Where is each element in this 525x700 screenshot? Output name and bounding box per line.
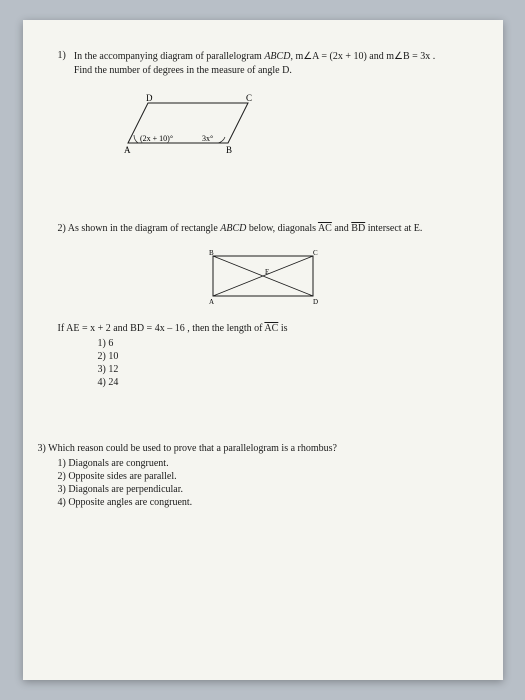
problem-3: 3) Which reason could be used to prove t… (38, 443, 468, 508)
q2-sub-ac: AC (264, 323, 278, 334)
q2-and: and (332, 223, 351, 234)
q3-option-1: 1) Diagonals are congruent. (58, 458, 468, 469)
q2-option-4: 4) 24 (98, 377, 468, 388)
rect-E: E (265, 268, 269, 276)
label-A: A (124, 145, 131, 155)
parallelogram-diagram: D C A B (2x + 10)° 3x° (118, 93, 468, 168)
q2-bd: BD (351, 223, 365, 234)
q3-text: Which reason could be used to prove that… (48, 443, 337, 454)
q2-p3: intersect at E. (365, 223, 422, 234)
q2-ac: AC (318, 223, 332, 234)
rect-C: C (313, 249, 318, 257)
problem-1-header: 1) In the accompanying diagram of parall… (58, 50, 468, 78)
angle-B-label: 3x° (202, 134, 213, 143)
problem-2-number: 2) (58, 223, 66, 234)
label-C: C (246, 93, 252, 103)
q3-option-4: 4) Opposite angles are congruent. (58, 497, 468, 508)
rect-B: B (209, 249, 214, 257)
label-B: B (226, 145, 232, 155)
q1-text-p2: , m∠A = (2x + 10) and m∠B = 3x . (290, 51, 435, 62)
q2-abcd: ABCD (220, 223, 246, 234)
q3-options: 1) Diagonals are congruent. 2) Opposite … (58, 458, 468, 508)
problem-2: 2) As shown in the diagram of rectangle … (58, 223, 468, 388)
q2-subtext: If AE = x + 2 and BD = 4x – 16 , then th… (58, 323, 468, 334)
problem-2-text: 2) As shown in the diagram of rectangle … (58, 223, 468, 234)
problem-3-number: 3) (38, 443, 46, 454)
q2-sub-p1: If AE = x + 2 and BD = 4x – 16 , then th… (58, 323, 265, 334)
q2-p1: As shown in the diagram of rectangle (68, 223, 220, 234)
q3-option-2: 2) Opposite sides are parallel. (58, 471, 468, 482)
angle-A-label: (2x + 10)° (140, 134, 173, 143)
problem-1-text: In the accompanying diagram of parallelo… (74, 50, 435, 78)
rect-D: D (313, 298, 318, 306)
worksheet-page: 1) In the accompanying diagram of parall… (23, 20, 503, 680)
label-D: D (146, 93, 153, 103)
problem-1-number: 1) (58, 50, 66, 78)
rect-A: A (209, 298, 214, 306)
parallelogram-svg: D C A B (2x + 10)° 3x° (118, 93, 268, 168)
q1-text-line2: Find the number of degrees in the measur… (74, 65, 292, 76)
q3-option-3: 3) Diagonals are perpendicular. (58, 484, 468, 495)
q2-sub-p2: is (278, 323, 287, 334)
q2-options: 1) 6 2) 10 3) 12 4) 24 (98, 338, 468, 388)
rectangle-svg: B C A D E (193, 246, 333, 311)
problem-1: 1) In the accompanying diagram of parall… (58, 50, 468, 168)
problem-3-header: 3) Which reason could be used to prove t… (38, 443, 468, 454)
q2-p2: below, diagonals (246, 223, 318, 234)
q1-abcd: ABCD (264, 51, 290, 62)
q2-option-2: 2) 10 (98, 351, 468, 362)
q2-option-1: 1) 6 (98, 338, 468, 349)
q2-option-3: 3) 12 (98, 364, 468, 375)
q1-text-p1: In the accompanying diagram of parallelo… (74, 51, 264, 62)
